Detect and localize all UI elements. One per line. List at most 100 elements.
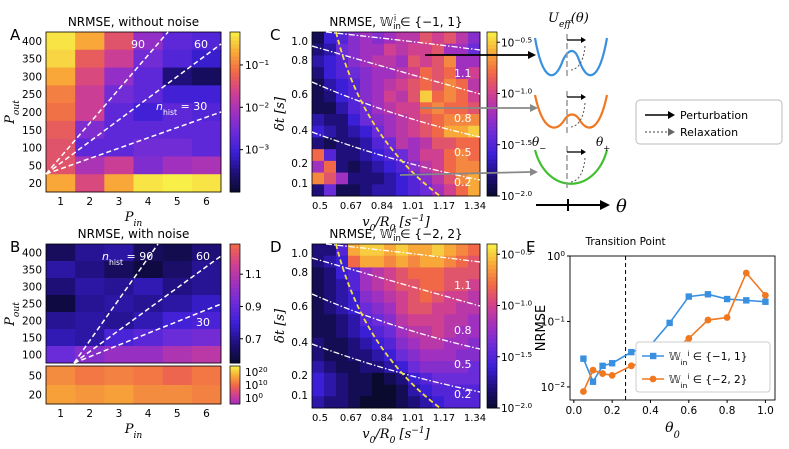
line-label-part: n bbox=[156, 100, 163, 113]
x-axis-label: Pin bbox=[124, 210, 143, 229]
colorbar-segment bbox=[487, 114, 497, 119]
heatmap-cell bbox=[162, 261, 193, 279]
data-point-square bbox=[666, 319, 673, 327]
heatmap-cell bbox=[348, 361, 361, 374]
colorbar-segment bbox=[487, 342, 497, 347]
legend-box bbox=[635, 341, 771, 393]
theta-axis-arrowhead bbox=[600, 200, 610, 210]
heatmap-cell bbox=[324, 102, 337, 115]
heatmap-cell bbox=[162, 32, 193, 51]
heatmap-cell bbox=[468, 349, 481, 362]
y-tick-label: 0.1 bbox=[291, 390, 308, 402]
heatmap-cell bbox=[360, 160, 373, 173]
heatmap-cell bbox=[468, 302, 481, 315]
heatmap-cell bbox=[75, 49, 105, 68]
data-point-circle bbox=[762, 292, 769, 299]
colorbar-tick-label-part: 10 bbox=[501, 403, 514, 415]
heatmap-cell bbox=[432, 43, 445, 56]
heatmap-cell bbox=[408, 337, 421, 350]
heatmap-cell bbox=[336, 326, 349, 339]
heatmap-cell bbox=[420, 184, 433, 197]
heatmap-cell bbox=[348, 337, 361, 350]
heatmap-cell bbox=[420, 67, 433, 80]
heatmap-cell bbox=[420, 78, 433, 91]
heatmap-cell bbox=[408, 396, 421, 409]
colorbar-tick-label: 10−1.5 bbox=[501, 137, 533, 152]
heatmap-cell bbox=[432, 302, 445, 315]
colorbar-segment bbox=[487, 346, 497, 352]
heatmap-cell bbox=[420, 149, 433, 162]
heatmap-cell bbox=[420, 361, 433, 374]
colorbar-frame bbox=[229, 31, 241, 193]
heatmap-cell bbox=[432, 384, 445, 397]
x-tick-label: 3 bbox=[116, 196, 123, 208]
y-tick-label: 10−2 bbox=[541, 379, 565, 394]
heatmap-cell bbox=[432, 149, 445, 162]
colorbar-segment bbox=[487, 244, 497, 249]
heatmap-cell bbox=[75, 261, 105, 279]
colorbar-segment bbox=[487, 383, 497, 388]
heatmap-cell bbox=[408, 90, 421, 103]
heatmap-cell bbox=[384, 326, 397, 339]
heatmap-cell bbox=[133, 261, 164, 279]
transition-yellow-line bbox=[335, 31, 441, 197]
schematic-title-part: eff bbox=[559, 20, 572, 30]
y-tick-label-part: −2 bbox=[554, 379, 565, 388]
contour-label: 0.8 bbox=[454, 324, 472, 337]
x-axis-label-part: θ bbox=[665, 420, 674, 436]
x-tick-label: 0.4 bbox=[642, 405, 659, 417]
contour-dashdot-line bbox=[311, 45, 481, 95]
colorbar-tick-label-part: −2.0 bbox=[514, 189, 532, 198]
colorbar-segment bbox=[230, 64, 240, 69]
relaxation-arrow bbox=[570, 157, 586, 183]
colorbar-segment bbox=[487, 167, 497, 172]
colorbar-segment bbox=[230, 392, 240, 395]
y-tick-label: 0.8 bbox=[291, 55, 308, 67]
heatmap-cell bbox=[456, 372, 469, 385]
heatmap-cell bbox=[191, 278, 222, 296]
heatmap-cell bbox=[420, 326, 433, 339]
line-label: 60 bbox=[194, 38, 208, 51]
x-axis-label-part: 0 bbox=[390, 224, 396, 234]
heatmap-cell bbox=[336, 279, 349, 292]
heatmap-cell bbox=[456, 244, 469, 257]
heatmap-cell bbox=[408, 78, 421, 91]
heatmap-cell bbox=[46, 278, 76, 296]
colorbar-segment bbox=[230, 148, 240, 153]
heatmap-cell bbox=[324, 361, 337, 374]
heatmap-cell bbox=[468, 290, 481, 303]
heatmap-cell bbox=[191, 49, 222, 68]
heatmap-cell bbox=[162, 366, 193, 386]
heatmap-cell bbox=[348, 184, 361, 197]
colorbar-tick-label-part: −1 bbox=[258, 57, 269, 66]
chart-title-part: 𝕎 bbox=[380, 227, 394, 241]
y-tick-label: 0.2 bbox=[291, 370, 308, 382]
heatmap-cell bbox=[312, 326, 325, 339]
n-hist-dashed-line bbox=[73, 255, 222, 364]
colorbar-segment bbox=[487, 367, 497, 372]
heatmap-cell bbox=[348, 149, 361, 162]
heatmap-cell bbox=[396, 279, 409, 292]
colorbar-segment bbox=[230, 376, 240, 378]
colorbar-segment bbox=[230, 323, 240, 328]
heatmap-cell bbox=[324, 160, 337, 173]
y-tick-label: 20 bbox=[29, 178, 42, 190]
heatmap-cell bbox=[191, 120, 222, 140]
heatmap-cell bbox=[444, 172, 457, 185]
y-tick-label: 400 bbox=[22, 248, 42, 260]
x-tick-label: 1.01 bbox=[402, 201, 424, 212]
colorbar-tick-label: 10−1.0 bbox=[501, 298, 533, 313]
colorbar-tick-label: 10−1.5 bbox=[501, 349, 533, 364]
heatmap-cell bbox=[360, 172, 373, 185]
heatmap-cell bbox=[360, 125, 373, 138]
y-axis-label-part: out bbox=[12, 100, 22, 115]
heatmap-cell bbox=[133, 103, 164, 122]
colorbar-tick-label-part: 10 bbox=[258, 378, 268, 387]
heatmap-cell bbox=[324, 125, 337, 138]
heatmap-cell bbox=[444, 32, 457, 45]
colorbar-segment bbox=[487, 150, 497, 156]
y-tick-label: 350 bbox=[22, 265, 42, 277]
colorbar-segment bbox=[230, 386, 240, 389]
heatmap-cell bbox=[372, 149, 385, 162]
heatmap-cell bbox=[456, 349, 469, 362]
